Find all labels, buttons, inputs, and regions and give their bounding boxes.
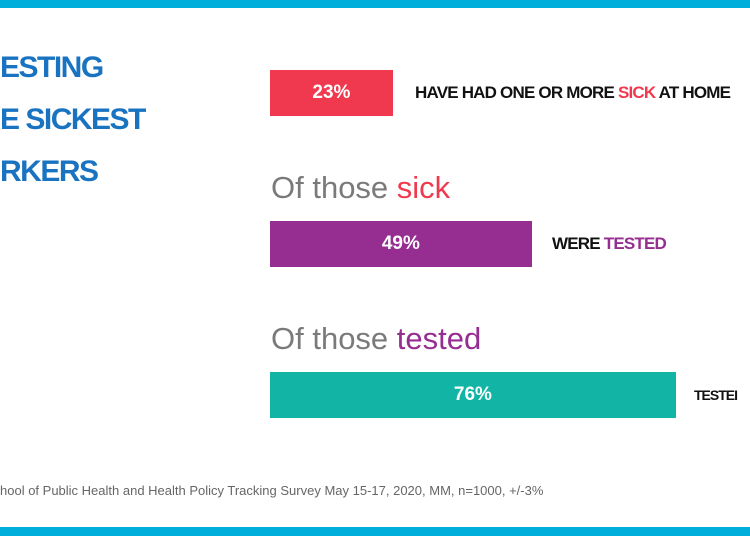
bar-were-tested: 49% [270,221,532,267]
subtitle-emphasis: tested [396,321,482,356]
source-note: hool of Public Health and Health Policy … [0,483,544,498]
bar-value-label: 23% [312,82,351,103]
title-line-1: ESTING [0,51,104,84]
bar-tested: 76% [270,372,676,418]
top-band [0,0,750,8]
bar-label-tested: TESTEI [694,372,738,418]
title-line-2: E SICKEST [0,103,146,136]
bar-label-sick-at-home: HAVE HAD ONE OR MORE SICK AT HOME [415,70,731,116]
bar-value-label: 76% [453,384,492,405]
bar-sick-at-home: 23% [270,70,393,116]
label-text: HAVE HAD ONE OR MORE [415,83,618,102]
subtitle-of-those-tested: Of those tested [271,321,481,357]
subtitle-emphasis: sick [396,170,451,205]
label-text: TESTEI [694,387,738,403]
subtitle-text: Of those [271,321,397,356]
label-emphasis: SICK [617,83,656,102]
label-text: WERE [552,234,604,253]
bar-label-were-tested: WERE TESTED [552,221,667,267]
bar-value-label: 49% [381,233,420,254]
bottom-band [0,527,750,536]
subtitle-text: Of those [271,170,397,205]
title-line-3: RKERS [0,155,99,188]
label-text: AT HOME [655,83,731,102]
subtitle-of-those-sick: Of those sick [271,170,450,206]
label-emphasis: TESTED [603,234,667,253]
